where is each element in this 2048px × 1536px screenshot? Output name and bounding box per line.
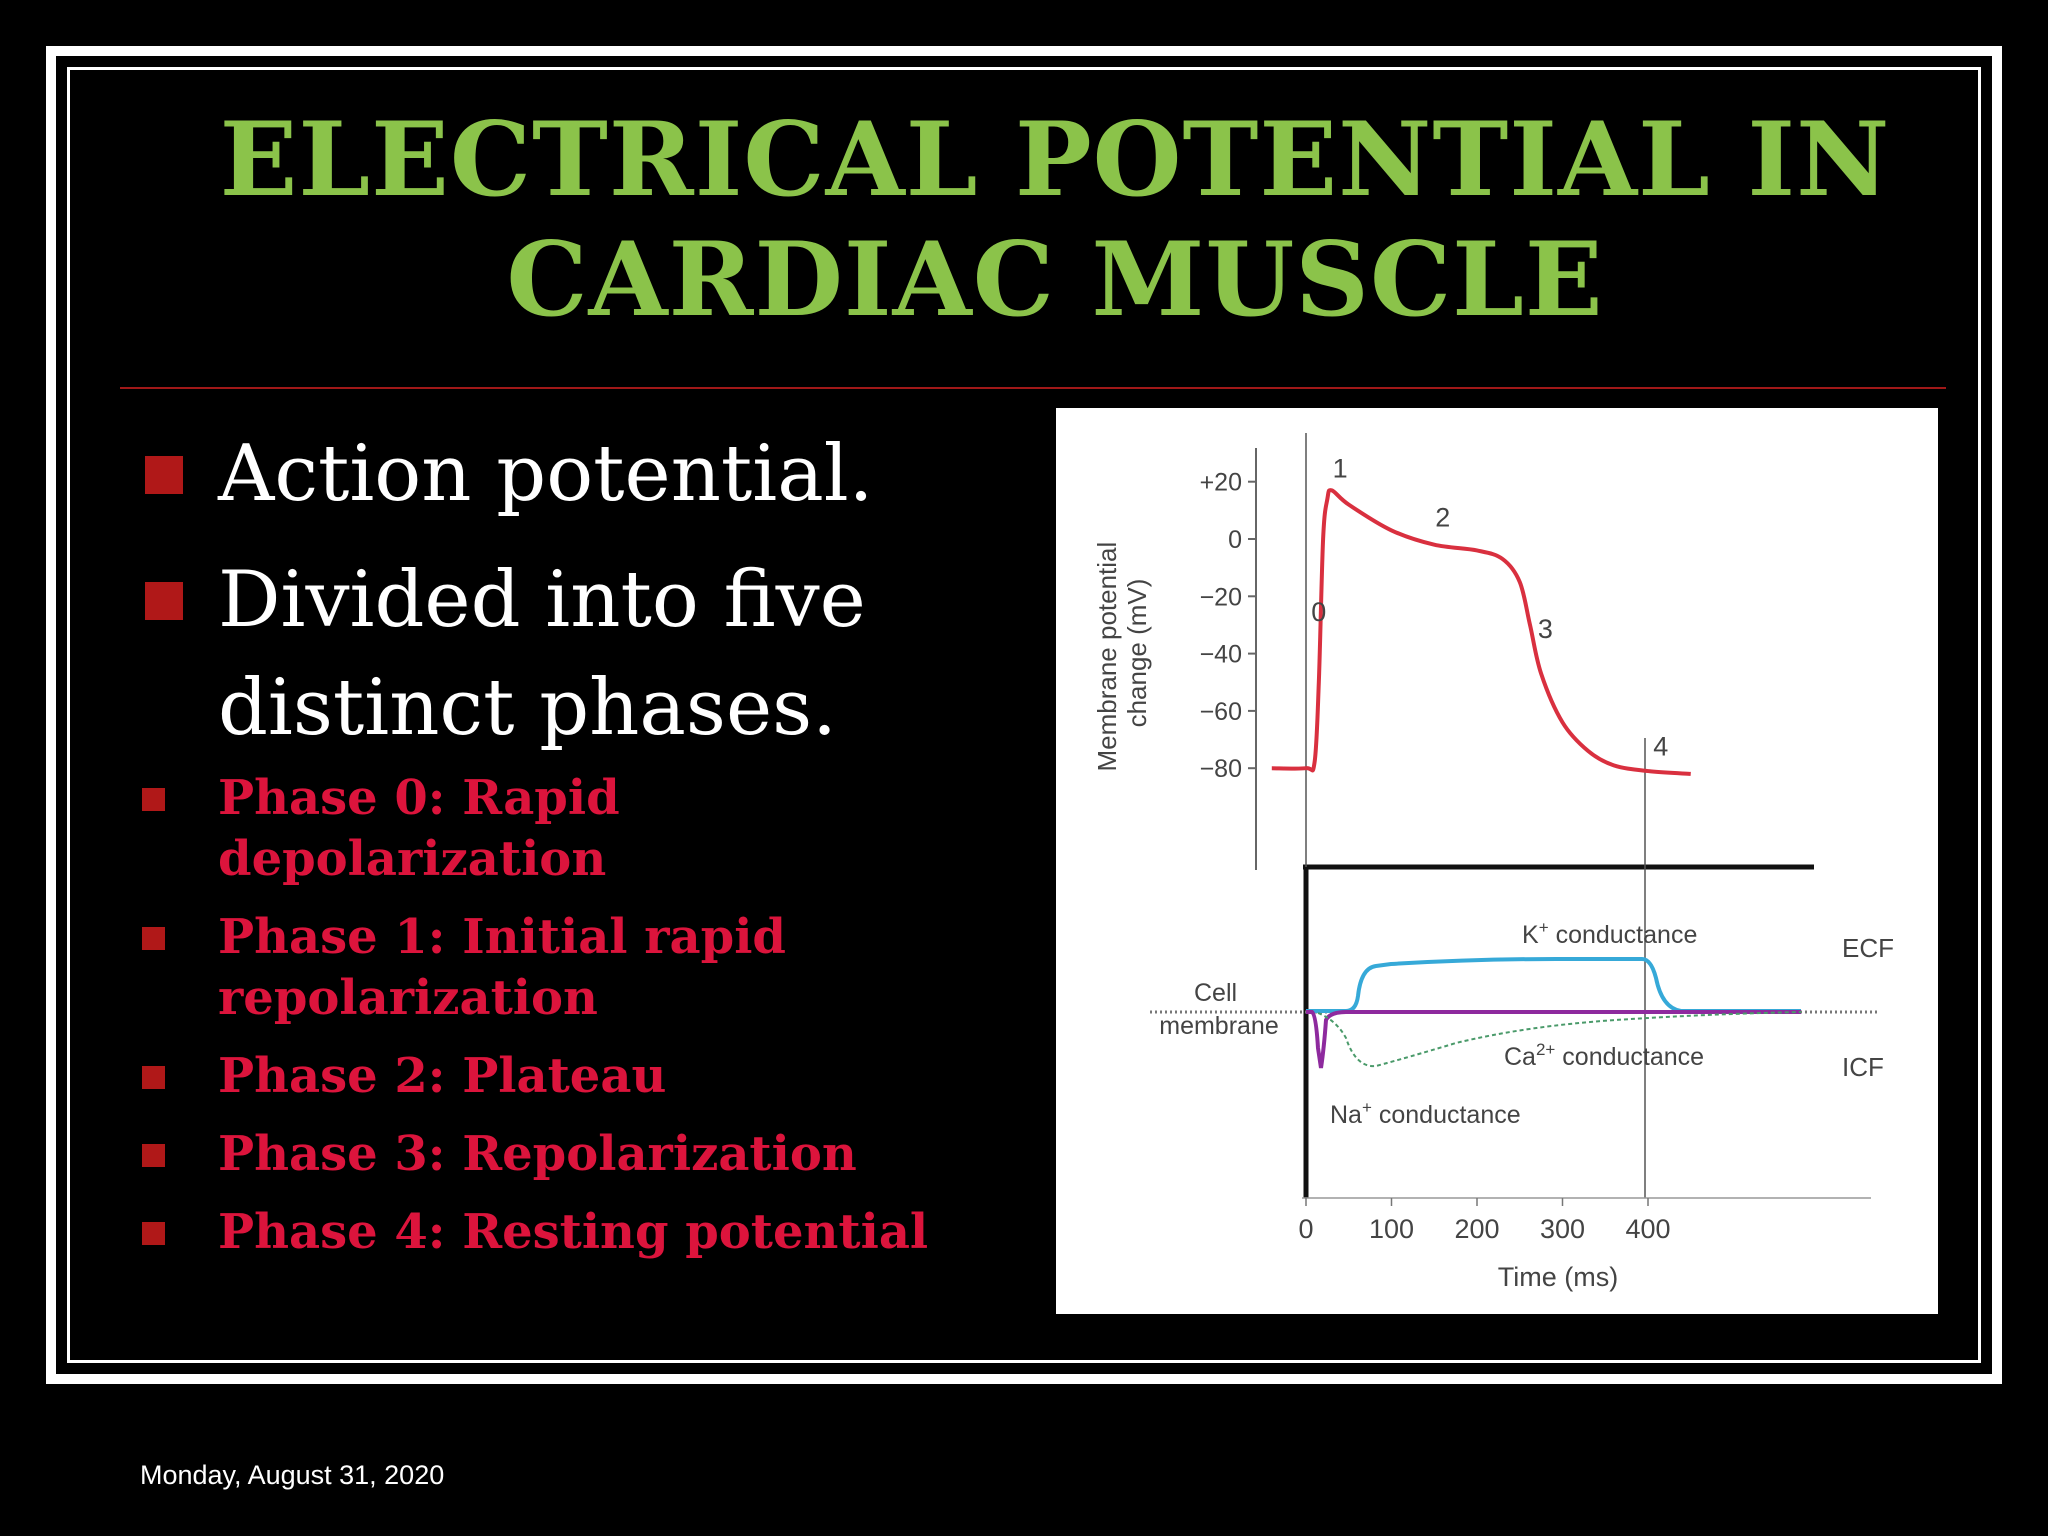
phase-labels: 0 1 2 3 4 (1311, 454, 1668, 762)
phase-1-label: 1 (1333, 454, 1348, 484)
k-conductance-curve (1306, 957, 1801, 1013)
y-tick-label: −60 (1200, 698, 1242, 726)
y-tick-label: +20 (1200, 469, 1242, 497)
x-tick-label: 400 (1625, 1214, 1670, 1244)
ca-conductance-label: Ca2+ conductance (1504, 1040, 1704, 1071)
square-bullet-icon (142, 1066, 165, 1089)
phase-0-item: Phase 0: Rapid depolarization (140, 768, 1040, 890)
slide-inner-border (67, 67, 1981, 1363)
phase-1-item: Phase 1: Initial rapid repolarization (140, 907, 1040, 1029)
footer-date: Monday, August 31, 2020 (140, 1460, 445, 1490)
square-bullet-icon (142, 1144, 165, 1167)
action-potential-curve (1271, 488, 1691, 776)
phase-0-line-2: depolarization (218, 831, 607, 887)
phase-2-item: Phase 2: Plateau (140, 1046, 1040, 1107)
square-bullet-icon (142, 788, 165, 811)
bullet-action-potential: Action potential. (140, 420, 1040, 528)
bullet-five-phases: Divided into five distinct phases. (140, 546, 1040, 762)
phase-1-line-1: Phase 1: Initial rapid (218, 909, 786, 965)
y-tick-label: −40 (1200, 641, 1242, 669)
x-axis-label: Time (ms) (1498, 1262, 1618, 1292)
bullet-text-line-2: distinct phases. (218, 663, 837, 753)
slide-border (46, 46, 2002, 1384)
bullet-text-line-1: Divided into five (218, 555, 866, 645)
x-tick-label: 100 (1369, 1214, 1414, 1244)
k-conductance-label: K+ conductance (1522, 918, 1697, 949)
y-axis-ticks: +20 0 −20 −40 −60 −80 (1200, 469, 1256, 783)
phase-1-line-2: repolarization (218, 970, 598, 1026)
phase-4-label: 4 (1653, 732, 1668, 762)
y-axis-label: Membrane potential change (mV) (1092, 534, 1152, 771)
phase-0-line-1: Phase 0: Rapid (218, 770, 620, 826)
square-bullet-icon (145, 456, 183, 494)
bullet-text: Action potential. (218, 429, 874, 519)
phase-3-label: 3 (1538, 614, 1553, 644)
action-potential-figure: Membrane potential change (mV) +20 0 −20 −4… (1056, 408, 1938, 1314)
ca-conductance-curve (1317, 1011, 1802, 1068)
square-bullet-icon (142, 927, 165, 950)
x-tick-label: 300 (1540, 1214, 1585, 1244)
phase-0-label: 0 (1311, 597, 1326, 627)
phase-4-item: Phase 4: Resting potential (140, 1202, 1040, 1263)
bullet-list: Action potential. Divided into five dist… (140, 420, 1040, 1280)
y-tick-label: −80 (1200, 755, 1242, 783)
phase-3-line-1: Phase 3: Repolarization (218, 1126, 857, 1182)
y-tick-label: 0 (1228, 526, 1242, 554)
x-axis-ticks: 0 100 200 300 400 (1298, 1198, 1671, 1244)
na-conductance-label: Na+ conductance (1330, 1098, 1521, 1129)
phase-3-item: Phase 3: Repolarization (140, 1124, 1040, 1185)
title-line-2: CARDIAC MUSCLE (506, 220, 1604, 340)
x-tick-label: 0 (1298, 1214, 1313, 1244)
cell-membrane-label: Cell membrane (1159, 979, 1279, 1040)
square-bullet-icon (145, 582, 183, 620)
figure-svg: Membrane potential change (mV) +20 0 −20 −4… (1092, 433, 1894, 1292)
title-divider (120, 387, 1946, 389)
square-bullet-icon (142, 1222, 165, 1245)
slide-title: ELECTRICAL POTENTIAL IN CARDIAC MUSCLE (120, 100, 1990, 340)
phase-2-line-1: Phase 2: Plateau (218, 1048, 667, 1104)
phase-4-line-1: Phase 4: Resting potential (218, 1204, 929, 1260)
y-tick-label: −20 (1200, 583, 1242, 611)
phase-2-label: 2 (1435, 502, 1450, 532)
na-conductance-curve (1306, 1010, 1801, 1069)
icf-label: ICF (1842, 1052, 1884, 1082)
x-tick-label: 200 (1454, 1214, 1499, 1244)
title-line-1: ELECTRICAL POTENTIAL IN (219, 100, 1891, 220)
ecf-label: ECF (1842, 933, 1894, 963)
